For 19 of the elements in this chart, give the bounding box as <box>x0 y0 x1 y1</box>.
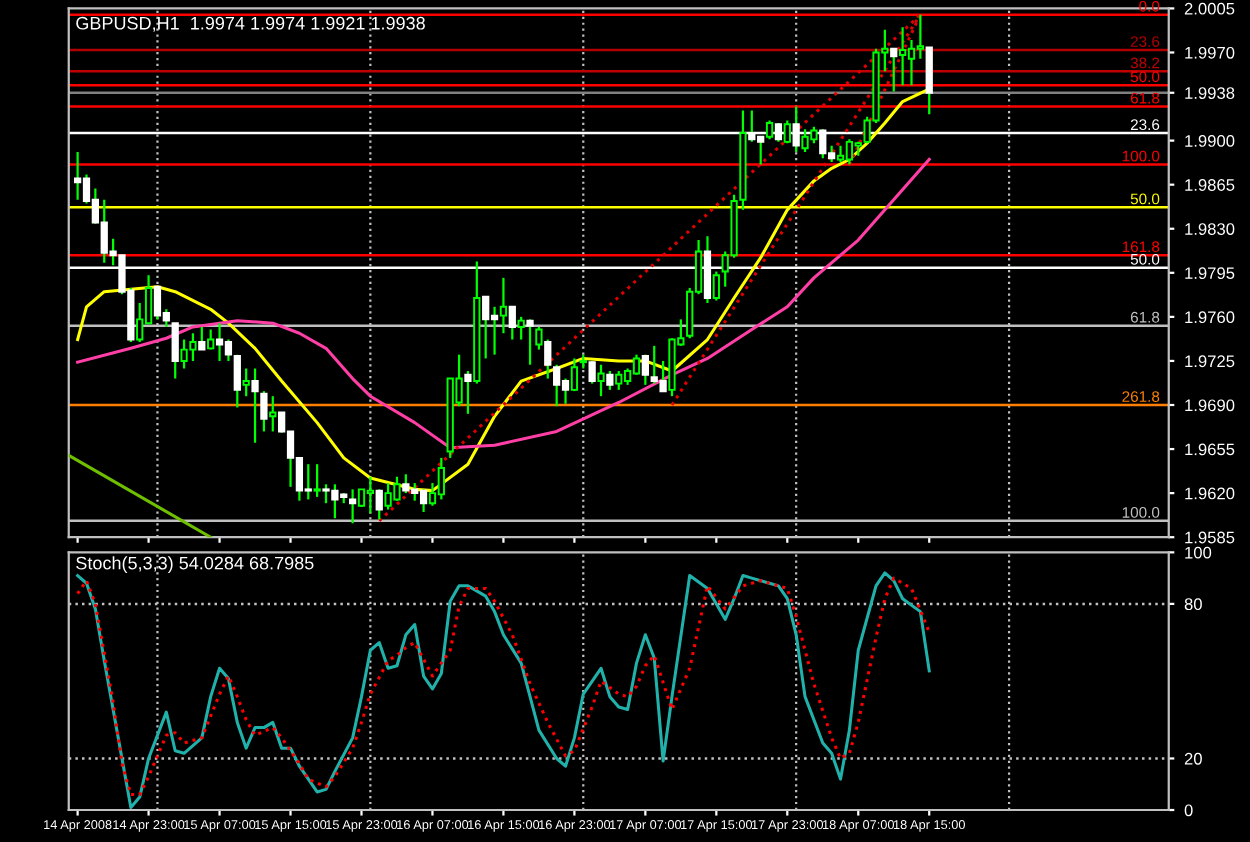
y-tick-label: 1.9830 <box>1185 223 1235 235</box>
y-tick-label: 1.9585 <box>1185 531 1235 544</box>
y-tick-label: 1.9760 <box>1185 311 1235 324</box>
y-tick-label: 1.9795 <box>1185 267 1235 280</box>
y-tick-label: 1.9865 <box>1185 179 1235 191</box>
y-tick-label: 2.0005 <box>1184 2 1235 15</box>
y-tick-label: 80 <box>1184 598 1202 611</box>
y-tick-label: 1.9970 <box>1185 46 1235 59</box>
y-tick-label: 1.9900 <box>1185 135 1235 147</box>
y-tick-label: 1.9725 <box>1185 355 1235 368</box>
y-tick-label: 20 <box>1184 752 1202 765</box>
y-tick-label: 1.9938 <box>1185 87 1235 99</box>
y-tick-label: 1.9620 <box>1185 487 1235 500</box>
chart-title: Stoch(5,3,3) 54.0284 68.7985 <box>76 556 314 574</box>
y-tick-label: 0 <box>1184 804 1193 817</box>
chart-title: GBPUSD,H1 1.9974 1.9974 1.9921 1.9938 <box>76 16 425 32</box>
y-tick-label: 1.9690 <box>1185 399 1235 412</box>
y-tick-label: 100 <box>1185 546 1212 559</box>
y-tick-label: 1.9655 <box>1185 443 1235 456</box>
